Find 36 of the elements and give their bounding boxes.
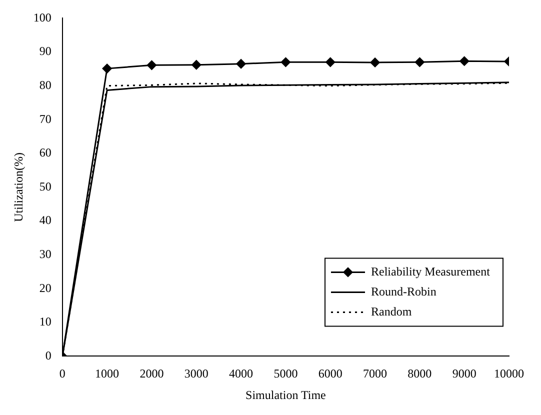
point	[280, 57, 290, 67]
x-tick-label: 2000	[140, 366, 164, 381]
y-tick-label: 50	[39, 179, 52, 194]
y-tick-label: 10	[39, 314, 52, 329]
x-tick-label: 0	[59, 366, 66, 381]
point	[102, 64, 112, 74]
x-tick-label: 8000	[408, 366, 432, 381]
y-tick-label: 90	[39, 44, 52, 58]
x-tick-label: 9000	[452, 366, 476, 381]
point	[146, 60, 156, 70]
x-tick-label: 4000	[229, 366, 254, 381]
point	[192, 60, 202, 70]
x-tick-label: 5000	[274, 366, 298, 381]
y-tick-label: 80	[39, 78, 52, 92]
y-axis-title: Utilization(%)	[11, 152, 26, 222]
y-tick-label: 70	[39, 112, 52, 126]
y-tick-label: 60	[39, 146, 52, 160]
x-tick-label: 6000	[318, 366, 342, 381]
y-tick-label: 40	[39, 213, 52, 228]
x-tick-label: 7000	[363, 366, 388, 381]
y-tick-label: 30	[39, 246, 52, 261]
x-tick-label: 10000	[494, 366, 524, 381]
legend-label: Random	[371, 304, 412, 318]
y-tick-label: 100	[33, 10, 52, 24]
legend-label: Reliability Measurement	[371, 264, 491, 278]
point	[236, 59, 246, 69]
y-tick-label: 20	[39, 280, 52, 295]
x-tick-label: 3000	[184, 366, 208, 381]
y-tick-label: 0	[45, 348, 52, 362]
point	[460, 56, 470, 66]
point	[326, 57, 336, 67]
x-tick-label: 1000	[95, 366, 120, 381]
x-axis-title: Simulation Time	[246, 388, 326, 402]
point	[370, 58, 380, 68]
legend-label: Round-Robin	[371, 284, 436, 298]
point	[414, 57, 424, 67]
